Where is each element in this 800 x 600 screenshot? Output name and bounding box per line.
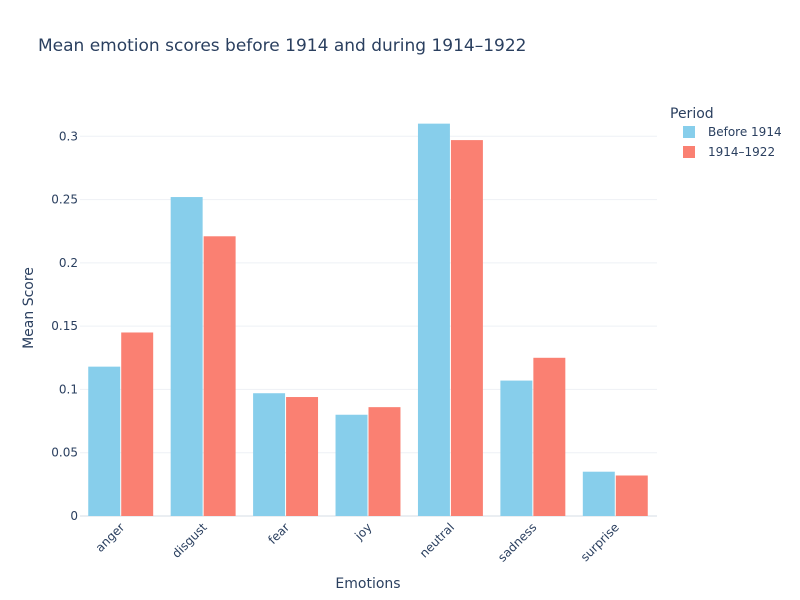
bar-fear-series-1[interactable]: [286, 397, 319, 516]
y-tick-label: 0: [70, 509, 78, 523]
bar-anger-series-1[interactable]: [121, 332, 154, 516]
bar-surprise-series-0[interactable]: [582, 471, 615, 516]
bar-neutral-series-1[interactable]: [450, 140, 483, 516]
y-tick-label: 0.15: [51, 319, 78, 333]
y-tick-label: 0.2: [59, 256, 78, 270]
y-axis-title: Mean Score: [21, 267, 37, 349]
x-tick-label: surprise: [578, 520, 622, 564]
y-tick-label: 0.3: [59, 129, 78, 143]
x-axis-ticks: anger disgust fear joy neutral sadness surpris…: [93, 520, 622, 565]
bar-disgust-series-1[interactable]: [203, 236, 236, 516]
bar-sadness-series-1[interactable]: [533, 357, 566, 516]
x-tick-label: joy: [351, 520, 374, 543]
x-axis-title: Emotions: [335, 576, 400, 592]
legend-items[interactable]: Before 1914 1914–1922: [683, 125, 782, 159]
bar-joy-series-1[interactable]: [368, 407, 401, 516]
bar-disgust-series-0[interactable]: [170, 197, 203, 516]
bar-joy-series-0[interactable]: [335, 414, 368, 516]
legend-label[interactable]: 1914–1922: [708, 145, 775, 159]
x-tick-label: neutral: [417, 520, 457, 560]
y-tick-label: 0.25: [51, 193, 78, 207]
legend-title: Period: [670, 106, 714, 122]
y-tick-label: 0.05: [51, 446, 78, 460]
x-tick-label: anger: [93, 520, 128, 555]
bar-anger-series-0[interactable]: [88, 366, 121, 516]
bar-neutral-series-0[interactable]: [417, 123, 450, 517]
legend-swatch[interactable]: [683, 146, 695, 158]
x-tick-label: sadness: [495, 520, 539, 564]
chart-title: Mean emotion scores before 1914 and duri…: [38, 36, 527, 56]
x-tick-label: disgust: [169, 520, 210, 561]
x-tick-label: fear: [265, 520, 292, 547]
legend-swatch[interactable]: [683, 126, 695, 138]
bar-sadness-series-0[interactable]: [500, 380, 533, 516]
legend-label[interactable]: Before 1914: [708, 125, 782, 139]
y-tick-label: 0.1: [59, 382, 78, 396]
legend[interactable]: Period Before 1914 1914–1922: [670, 106, 782, 159]
y-axis-ticks: 0 0.05 0.1 0.15 0.2 0.25 0.3: [51, 129, 78, 523]
bar-surprise-series-1[interactable]: [615, 475, 648, 516]
bars: [88, 123, 648, 517]
bar-fear-series-0[interactable]: [253, 393, 286, 516]
